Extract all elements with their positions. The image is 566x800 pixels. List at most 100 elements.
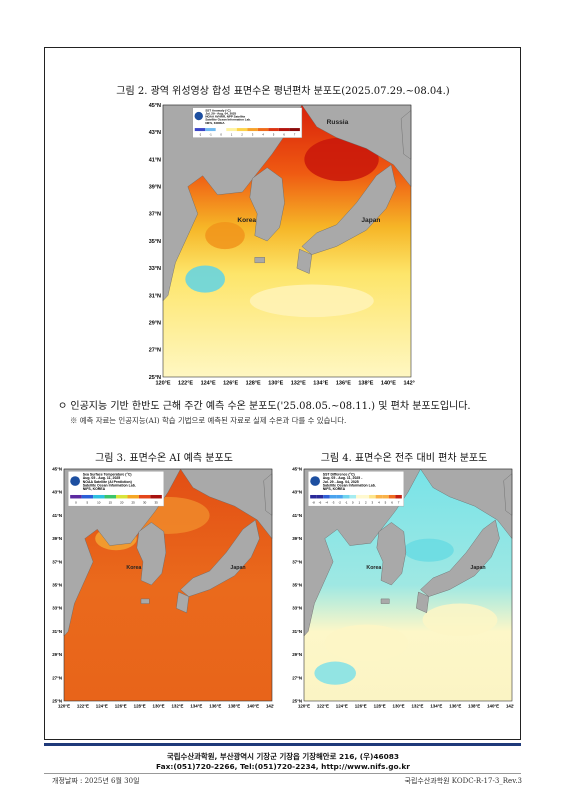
legend-text: Aug. 05 - Aug. 11, 2025 - <box>323 476 363 480</box>
legend-text: NOAA Satellite (AI Prediction) <box>83 480 132 484</box>
lat-label: 25°N <box>292 699 302 704</box>
legend-text: Satellite Ocean Information Lab. <box>323 483 376 487</box>
place-label: Korea <box>237 217 256 224</box>
lon-label: 134°E <box>190 703 202 708</box>
sea-patch <box>304 137 379 182</box>
footer-contact: Fax:(051)720-2266, Tel:(051)720-2234, ht… <box>156 762 410 771</box>
footer-rule <box>44 743 521 746</box>
lat-label: 37°N <box>149 212 161 218</box>
legend-text: NOAA AVHRR, NPP Satellite <box>205 115 245 119</box>
land <box>380 598 390 604</box>
sea-patch <box>185 265 225 293</box>
scale-swatch <box>194 128 206 132</box>
scale-label: 2 <box>365 501 367 505</box>
scale-label: -2 <box>199 134 202 137</box>
lon-label: 138°E <box>358 381 373 387</box>
lat-label: 31°N <box>149 293 161 299</box>
lat-label: 27°N <box>292 675 302 680</box>
scale-label: 35 <box>154 501 158 505</box>
scale-swatch <box>375 494 383 499</box>
scale-label: 0 <box>352 501 354 505</box>
legend-text: Jul. 29 - Aug. 04, 2025 <box>205 111 236 115</box>
sea-patch <box>205 221 245 250</box>
lon-label: 134°E <box>430 703 442 708</box>
lat-label: 39°N <box>149 185 161 191</box>
scale-swatch <box>81 494 94 499</box>
scale-label: 1 <box>358 501 360 505</box>
scale-label: 7 <box>398 501 400 505</box>
lon-label: 132°E <box>411 703 423 708</box>
lon-label: 132°E <box>171 703 183 708</box>
lat-label: 39°N <box>292 536 302 541</box>
scale-label: -6 <box>319 501 322 505</box>
lon-label: 142°E <box>266 703 274 708</box>
scale-label: 5 <box>273 134 275 137</box>
lat-label: 45°N <box>52 467 62 472</box>
revision-date: 개정날짜 : 2025년 6월 30일 <box>52 777 140 785</box>
scale-swatch <box>205 128 216 132</box>
scale-label: 3 <box>252 134 254 137</box>
lon-label: 126°E <box>355 703 367 708</box>
lon-label: 120°E <box>58 703 70 708</box>
lon-label: 138°E <box>468 703 480 708</box>
scale-swatch <box>336 494 343 499</box>
scale-swatch <box>310 494 317 499</box>
scale-swatch <box>369 494 376 499</box>
legend-text: SST Difference (°C) <box>323 472 355 476</box>
scale-label: 5 <box>385 501 387 505</box>
scale-swatch <box>388 494 396 499</box>
scale-label: 5 <box>87 501 89 505</box>
lat-label: 25°N <box>52 699 62 704</box>
scale-swatch <box>362 494 370 499</box>
lat-label: 45°N <box>149 103 161 109</box>
scale-swatch <box>316 494 324 499</box>
lat-label: 35°N <box>149 239 161 245</box>
lat-label: 41°N <box>52 513 62 518</box>
footer-address: 국립수산과학원, 부산광역시 기장군 기장읍 기장해안로 216, (우)460… <box>166 752 400 761</box>
scale-swatch <box>382 494 389 499</box>
sea-patch <box>403 538 454 562</box>
scale-swatch <box>323 494 330 499</box>
lat-label: 35°N <box>52 583 62 588</box>
scale-swatch <box>236 128 248 132</box>
prediction-map: 45°N 43°N 41°N 39°N 37°N 35°N 33°N 31°N 29°N 27°N… <box>52 467 274 709</box>
scale-label: 0 <box>75 501 77 505</box>
scale-swatch <box>395 494 402 499</box>
scale-label: -1 <box>345 501 348 505</box>
lon-label: 128°E <box>134 703 146 708</box>
figure-caption: 그림 3. 표면수온 AI 예측 분포도 <box>95 453 233 464</box>
lat-label: 25°N <box>149 375 161 381</box>
lon-label: 128°E <box>374 703 386 708</box>
lat-label: 29°N <box>149 321 161 327</box>
scale-label: 3 <box>372 501 374 505</box>
lon-label: 138°E <box>228 703 240 708</box>
map-border <box>63 468 273 702</box>
land <box>296 248 313 274</box>
lon-label: 122°E <box>317 703 329 708</box>
lon-label: 140°E <box>247 703 259 708</box>
scale-swatch <box>93 494 105 499</box>
lon-label: 124°E <box>201 381 216 387</box>
lon-label: 120°E <box>298 703 310 708</box>
lat-label: 43°N <box>52 490 62 495</box>
scale-label: -2 <box>338 501 341 505</box>
scale-swatch <box>349 494 356 499</box>
legend-text: Aug. 05 - Aug. 11, 2025 <box>83 476 121 480</box>
scale-swatch <box>342 494 350 499</box>
legend-text: Jul. 29 - Aug. 04, 2025 <box>323 480 359 484</box>
legend-text: Satellite Ocean Information Lab. <box>83 483 136 487</box>
legend-text: Sea Surface Temperature (°C) <box>83 472 132 476</box>
lat-label: 33°N <box>52 606 62 611</box>
lon-label: 136°E <box>336 381 351 387</box>
lon-label: 132°E <box>291 381 306 387</box>
scale-label: 0 <box>220 134 222 137</box>
land <box>420 519 500 597</box>
scale-swatch <box>289 128 300 132</box>
lon-label: 130°E <box>393 703 405 708</box>
lon-label: 134°E <box>313 381 328 387</box>
lat-label: 35°N <box>292 583 302 588</box>
land <box>176 591 190 614</box>
scale-label: 6 <box>283 134 285 137</box>
sea-patch <box>422 603 498 637</box>
lon-label: 124°E <box>96 703 108 708</box>
